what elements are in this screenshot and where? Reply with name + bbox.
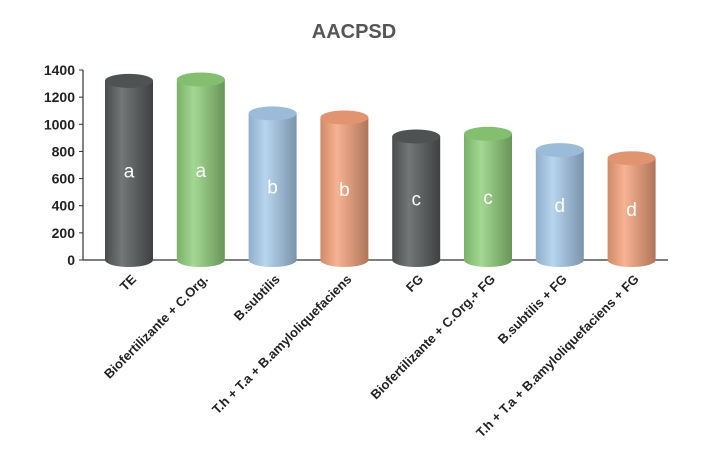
bar-significance-letter: a: [196, 161, 207, 182]
bar-top-cap: [176, 72, 225, 87]
x-tick-label: B.subtilis: [231, 272, 283, 324]
bar-body: [248, 113, 297, 268]
bar-4: b: [320, 110, 369, 268]
y-tick-label: 800: [52, 143, 76, 159]
bar-top-cap: [464, 126, 512, 141]
x-tick-label: B.subtilis + FG: [495, 272, 570, 347]
bar-body: [464, 133, 512, 267]
bar-5: c: [392, 129, 441, 268]
bar-significance-letter: c: [411, 189, 421, 210]
bar-top-cap: [392, 129, 441, 144]
y-tick-label: 200: [52, 225, 76, 241]
bar-7: d: [535, 143, 584, 268]
bar-8: d: [607, 151, 656, 268]
bar-significance-letter: a: [124, 161, 135, 182]
y-tick-label: 1000: [44, 116, 75, 132]
x-tick-label: FG: [403, 272, 426, 295]
x-tick-label: T.h + T.a + B.amyloliquefaciens: [209, 272, 354, 417]
bar-top-cap: [248, 106, 297, 121]
bar-significance-letter: d: [626, 200, 637, 221]
bar-significance-letter: d: [555, 196, 566, 217]
x-tick-label: T.h + T.a + B.amyloliquefaciens + FG: [473, 272, 642, 441]
bar-6: c: [464, 126, 512, 267]
bar-significance-letter: b: [339, 180, 350, 201]
chart-title: AACPSD: [312, 21, 396, 43]
y-tick-label: 400: [52, 198, 76, 214]
bar-significance-letter: c: [483, 188, 493, 209]
y-tick-label: 0: [67, 252, 75, 268]
bar-top-cap: [535, 143, 584, 158]
bar-body: [105, 80, 153, 267]
bar-top-cap: [607, 151, 656, 166]
y-tick-label: 600: [52, 171, 76, 187]
x-tick-label: TE: [117, 271, 140, 294]
bar-1: a: [105, 73, 153, 267]
bar-significance-letter: b: [267, 178, 278, 199]
bar-body: [320, 117, 369, 268]
bar-top-cap: [105, 73, 153, 88]
bar-body: [176, 79, 225, 268]
bar-body: [607, 158, 656, 268]
bar-3: b: [248, 106, 297, 268]
x-tick-label: Biofertilizante + C.Org.+ FG: [367, 272, 498, 403]
bars: a a b b c c d d: [105, 72, 656, 268]
y-tick-label: 1200: [44, 89, 75, 105]
bar-top-cap: [320, 110, 369, 125]
y-tick-label: 1400: [44, 62, 75, 78]
bar-body: [535, 150, 584, 268]
x-tick-label: Biofertilizante + C.Org.: [101, 272, 211, 382]
bar-body: [392, 136, 441, 268]
bar-2: a: [176, 72, 225, 268]
